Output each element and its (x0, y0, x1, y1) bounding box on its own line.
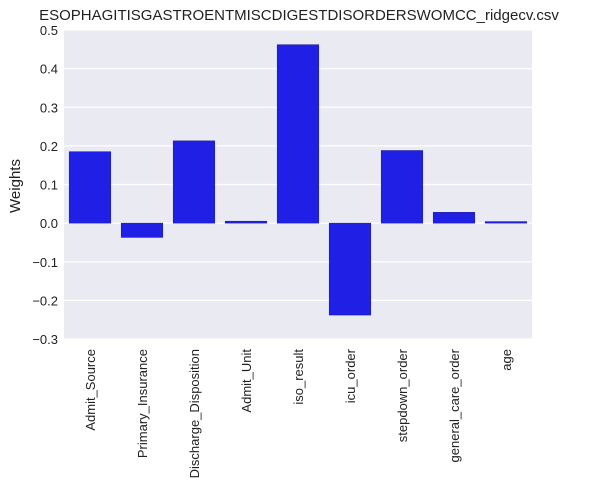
y-tick-label: −0.3 (32, 332, 58, 347)
y-tick-label: 0.0 (40, 216, 58, 231)
bar-general-care-order (432, 212, 476, 224)
y-tick-label: 0.4 (40, 62, 58, 77)
bars (68, 44, 528, 316)
y-tick-label: −0.1 (32, 255, 58, 270)
chart-title: ESOPHAGITISGASTROENTMISCDIGESTDISORDERSW… (39, 7, 559, 24)
x-tick-label: icu_order (343, 348, 358, 403)
bar-stepdown-order (380, 150, 424, 224)
x-tick-label: Primary_Insurance (135, 349, 150, 458)
y-tick-label: 0.5 (40, 23, 58, 38)
y-tick-label: 0.1 (40, 178, 58, 193)
y-axis-label: Weights (7, 159, 24, 213)
y-tick-labels: 0.5 0.4 0.3 0.2 0.1 0.0 −0.1 −0.2 −0.3 (32, 23, 58, 347)
x-tick-label: general_care_order (447, 348, 462, 462)
x-tick-label: Admit_Unit (239, 349, 254, 413)
bar-icu-order (328, 222, 372, 316)
bar-primary-insurance (120, 222, 164, 238)
x-tick-label: iso_result (291, 349, 306, 405)
bar-age (484, 221, 528, 224)
y-tick-label: −0.2 (32, 293, 58, 308)
bar-admit-unit (224, 220, 268, 224)
x-tick-labels: Admit_Source Primary_Insurance Discharge_D… (83, 348, 514, 478)
x-tick-label: Admit_Source (83, 349, 98, 431)
y-tick-label: 0.3 (40, 100, 58, 115)
bar-discharge-disposition (172, 140, 216, 224)
bar-admit-source (68, 151, 112, 224)
bar-iso-result (276, 44, 320, 224)
x-tick-label: Discharge_Disposition (187, 349, 202, 478)
x-tick-label: age (499, 349, 514, 371)
y-tick-label: 0.2 (40, 139, 58, 154)
x-tick-label: stepdown_order (395, 348, 410, 442)
